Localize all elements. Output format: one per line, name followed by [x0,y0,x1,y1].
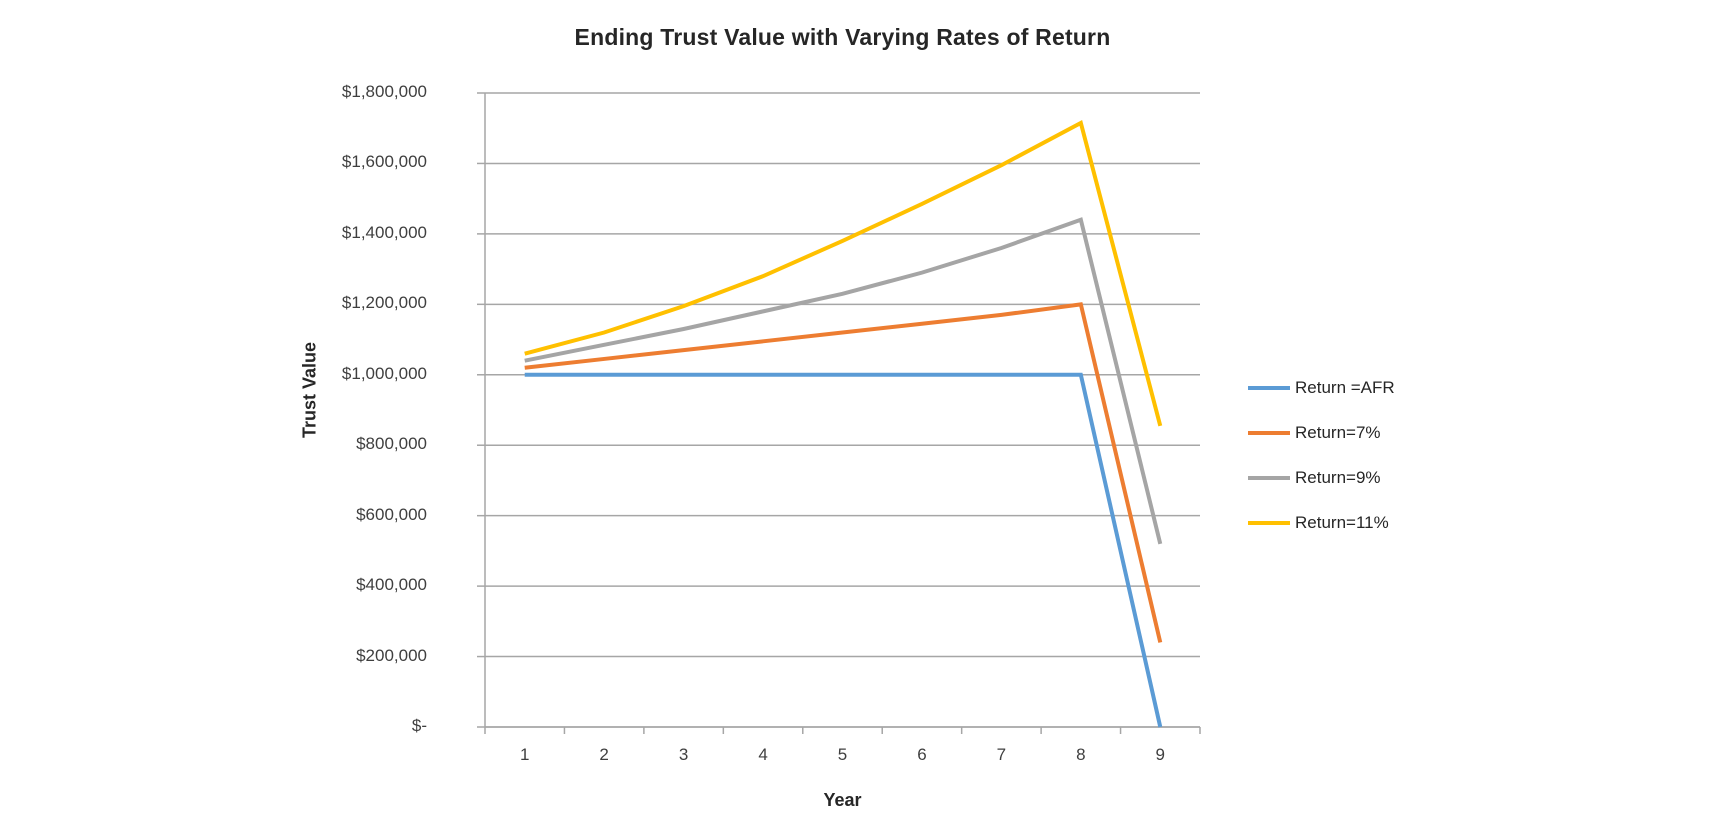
y-axis-tick-label: $600,000 [356,504,427,524]
line-swatch-icon [1248,475,1290,480]
y-axis-tick-label: $200,000 [356,645,427,665]
x-axis-tick-label: 3 [678,745,689,764]
line-swatch-icon [1248,520,1290,525]
y-axis-tick-label: $1,600,000 [341,152,427,172]
line-swatch-icon [1248,385,1290,390]
x-axis-tick-label: 4 [758,745,768,764]
y-axis-tick-label: $- [411,716,427,735]
legend-label: Return=7% [1295,422,1381,442]
legend: Return =AFR Return=7% Return=9% Return=1… [1248,365,1395,545]
legend-item-return-afr: Return =AFR [1248,365,1395,410]
series-line [524,119,1163,427]
legend-item-return-7pct: Return=7% [1248,410,1395,455]
legend-label: Return=9% [1295,467,1381,487]
y-axis-tick-label: $1,800,000 [341,82,427,101]
y-axis-tick-label: $400,000 [356,575,427,595]
x-axis-title: Year [823,790,862,810]
series-line [524,372,1163,728]
x-axis-tick-label: 6 [917,745,927,764]
y-axis-tick-label: $1,400,000 [341,222,427,242]
x-axis-tick-label: 8 [1076,745,1086,764]
series-line [524,302,1163,643]
x-axis-tick-label: 7 [996,745,1007,764]
x-axis-tick-label: 2 [599,745,609,764]
legend-label: Return =AFR [1295,377,1395,397]
x-axis-tick-label: 9 [1155,745,1165,764]
chart-title: Ending Trust Value with Varying Rates of… [574,24,1111,50]
legend-item-return-11pct: Return=11% [1248,500,1395,545]
line-swatch-icon [1248,430,1290,435]
y-axis-tick-label: $800,000 [356,434,427,454]
legend-label: Return=11% [1295,512,1389,532]
x-axis-tick-label: 5 [837,745,848,764]
y-axis-tick-label: $1,000,000 [341,363,427,383]
legend-item-return-9pct: Return=9% [1248,455,1395,500]
y-axis-tick-label: $1,200,000 [341,293,427,313]
y-axis-title: Trust Value [299,341,320,439]
series-line [524,217,1163,545]
x-axis-tick-label: 1 [519,745,530,764]
